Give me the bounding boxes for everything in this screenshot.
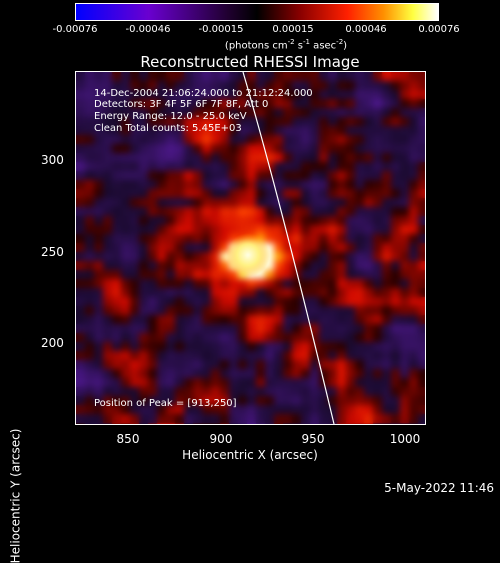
solar-limb-line [242,72,335,424]
solar-limb [242,72,335,424]
detectors-text: Detectors: 3F 4F 5F 6F 7F 8F, Att 0 [94,99,269,110]
colorbar [75,3,439,21]
x-tick-900: 900 [209,432,233,446]
colorbar-tick-2: -0.00046 [125,24,171,35]
peak-position-text: Position of Peak = [913,250] [94,398,237,409]
energy-range-text: Energy Range: 12.0 - 25.0 keV [94,111,247,122]
x-tick-1000: 1000 [389,432,421,446]
colorbar-tick-6: 0.00076 [418,24,460,35]
x-tick-850: 850 [116,432,140,446]
colorbar-tick-3: -0.00015 [198,24,244,35]
colorbar-tick-1: -0.00076 [52,24,98,35]
plot-title: Reconstructed RHESSI Image [140,53,360,71]
colorbar-tick-4: 0.00015 [272,24,314,35]
colorbar-tick-5: 0.00046 [345,24,387,35]
heatmap-image [76,72,425,424]
timestamp: 5-May-2022 11:46 [384,481,494,495]
time-range-text: 14-Dec-2004 21:06:24.000 to 21:12:24.000 [94,88,313,99]
clean-counts-text: Clean Total counts: 5.45E+03 [94,123,242,134]
x-axis-label: Heliocentric X (arcsec) [182,448,318,462]
x-tick-950: 950 [301,432,325,446]
y-tick-300: 300 [41,153,64,167]
plot-area [75,71,426,425]
colorbar-units: (photons cm-2 s-1 asec-2) [224,38,348,52]
y-axis-label: Heliocentric Y (arcsec) [8,428,23,563]
y-tick-200: 200 [41,336,64,350]
y-tick-250: 250 [41,245,64,259]
